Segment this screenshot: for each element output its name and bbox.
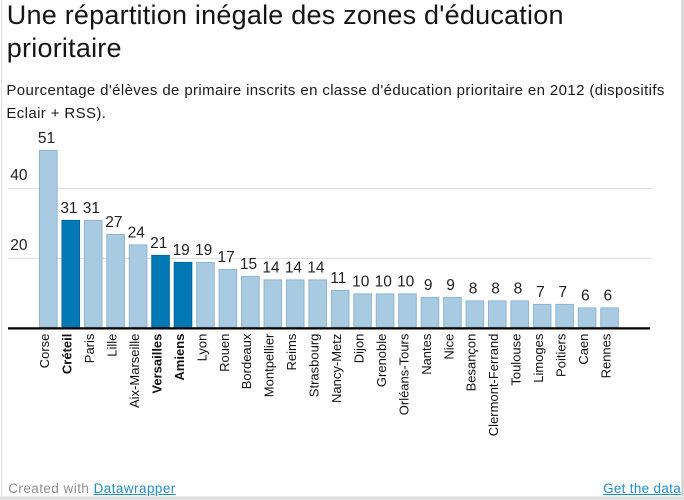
svg-text:9: 9 <box>446 277 455 294</box>
svg-text:10: 10 <box>375 274 393 291</box>
svg-text:31: 31 <box>83 200 100 217</box>
svg-text:Reims: Reims <box>284 333 299 370</box>
svg-text:27: 27 <box>105 214 122 231</box>
svg-text:15: 15 <box>240 256 257 273</box>
svg-text:Caen: Caen <box>576 334 591 365</box>
svg-text:31: 31 <box>60 200 77 217</box>
svg-text:14: 14 <box>307 260 325 277</box>
svg-text:Poitiers: Poitiers <box>554 333 569 377</box>
svg-text:7: 7 <box>559 284 568 301</box>
svg-text:Dijon: Dijon <box>352 334 367 364</box>
svg-text:8: 8 <box>514 281 523 298</box>
svg-text:Aix-Marseille: Aix-Marseille <box>127 334 142 408</box>
svg-text:Clermont-Ferrand: Clermont-Ferrand <box>486 334 501 437</box>
svg-text:Corse: Corse <box>37 334 52 369</box>
svg-text:Toulouse: Toulouse <box>509 334 524 386</box>
svg-text:Nancy-Metz: Nancy-Metz <box>329 334 344 403</box>
svg-text:10: 10 <box>397 274 415 291</box>
svg-text:8: 8 <box>469 281 478 298</box>
svg-text:Besançon: Besançon <box>464 334 479 392</box>
svg-text:10: 10 <box>352 274 370 291</box>
svg-text:Montpellier: Montpellier <box>262 333 277 397</box>
svg-text:6: 6 <box>603 288 612 305</box>
svg-text:Nice: Nice <box>441 334 456 360</box>
svg-text:14: 14 <box>262 260 280 277</box>
svg-text:Grenoble: Grenoble <box>374 334 389 387</box>
svg-text:51: 51 <box>38 130 55 147</box>
svg-text:19: 19 <box>195 242 212 259</box>
svg-text:8: 8 <box>491 281 500 298</box>
svg-text:7: 7 <box>536 284 545 301</box>
svg-text:20: 20 <box>10 237 28 254</box>
svg-text:Lyon: Lyon <box>194 334 209 362</box>
svg-text:24: 24 <box>128 225 146 242</box>
svg-text:Rouen: Rouen <box>217 334 232 372</box>
svg-text:Paris: Paris <box>82 333 97 363</box>
svg-text:40: 40 <box>10 167 28 184</box>
svg-text:Strasbourg: Strasbourg <box>307 334 322 398</box>
svg-text:17: 17 <box>217 249 234 266</box>
svg-text:Rennes: Rennes <box>598 333 613 378</box>
svg-text:9: 9 <box>424 277 433 294</box>
svg-text:19: 19 <box>173 242 190 259</box>
svg-text:11: 11 <box>330 270 346 287</box>
svg-text:Créteil: Créteil <box>60 334 75 374</box>
svg-text:Lille: Lille <box>105 334 120 357</box>
svg-text:Amiens: Amiens <box>172 334 187 381</box>
svg-text:Versailles: Versailles <box>149 334 164 394</box>
svg-text:Bordeaux: Bordeaux <box>239 333 254 389</box>
svg-text:6: 6 <box>581 288 590 305</box>
svg-text:14: 14 <box>285 260 303 277</box>
svg-text:Nantes: Nantes <box>419 333 434 375</box>
svg-text:21: 21 <box>150 235 167 252</box>
svg-text:Orléans-Tours: Orléans-Tours <box>396 333 411 415</box>
svg-text:Limoges: Limoges <box>531 333 546 383</box>
